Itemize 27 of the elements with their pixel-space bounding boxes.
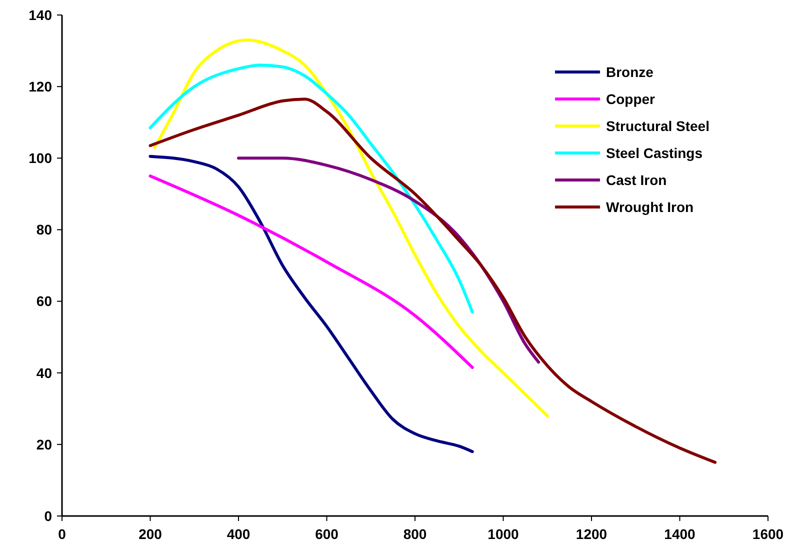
x-tick-label: 1600: [752, 526, 784, 542]
x-tick-label: 600: [315, 526, 339, 542]
y-tick-label: 100: [28, 150, 52, 166]
y-tick-label: 40: [36, 364, 52, 381]
x-tick-label: 1400: [664, 526, 696, 542]
x-tick-label: 1200: [576, 526, 608, 542]
line-series: [148, 64, 474, 314]
line-series: [153, 38, 549, 418]
legend-label: Steel Castings: [606, 144, 703, 161]
legend-label: Copper: [606, 90, 656, 107]
legend-label: Cast Iron: [606, 172, 667, 188]
y-tick-label: 80: [36, 222, 52, 238]
y-tick-label: 20: [36, 436, 52, 452]
x-tick-label: 400: [226, 526, 250, 542]
x-tick-label: 200: [138, 526, 162, 542]
y-tick-label: 120: [28, 78, 52, 94]
y-tick-label: 140: [28, 6, 52, 23]
x-tick-label: 1000: [488, 526, 520, 542]
line-series: [148, 154, 474, 454]
legend-label: Structural Steel: [606, 118, 710, 134]
y-tick-label: 60: [36, 293, 52, 310]
x-tick-label: 0: [58, 526, 66, 542]
legend-label: Bronze: [606, 64, 654, 80]
x-tick-label: 800: [403, 526, 427, 542]
legend-label: Wrought Iron: [606, 198, 694, 215]
line-series: [148, 174, 474, 369]
y-tick-label: 0: [44, 508, 52, 524]
